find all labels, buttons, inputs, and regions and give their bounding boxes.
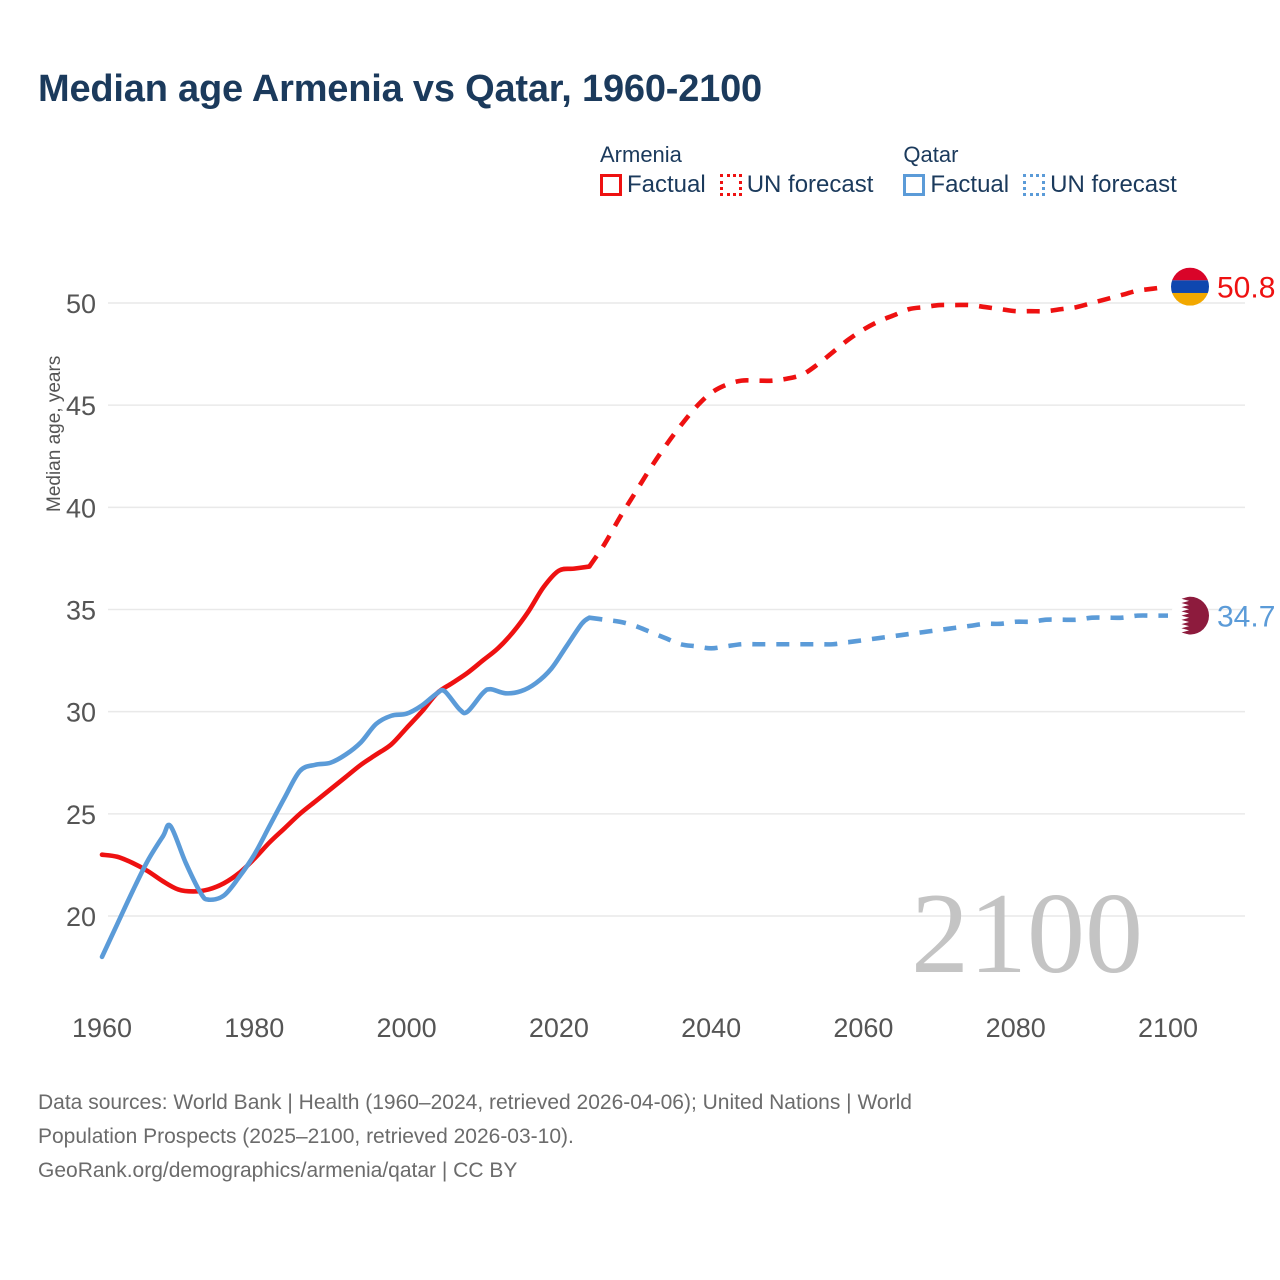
y-tick-label: 45 [66,391,96,421]
y-tick-label: 30 [66,698,96,728]
end-markers: 50.8 34.7 [1171,267,1275,635]
y-tick-label: 35 [66,596,96,626]
x-tick-label: 1960 [72,1013,132,1043]
series-line-factual-qatar [99,615,592,960]
legend-swatch-dotted-icon [1023,174,1046,196]
x-tick-label: 2100 [1138,1013,1198,1043]
end-label-armenia: 50.8 [1217,272,1275,305]
gridlines [108,302,1245,917]
legend-swatch-dotted-icon [719,174,742,196]
x-tick-label: 2080 [986,1013,1046,1043]
legend-label-armenia-factual: Factual [627,171,706,198]
legend-label-armenia-forecast: UN forecast [746,171,874,198]
footer-line-1: Data sources: World Bank | Health (1960–… [38,1091,912,1114]
series-line-forecast-qatar [589,613,1168,651]
x-tick-label: 2040 [681,1013,741,1043]
armenia-flag-marker [1171,267,1209,306]
x-axis-ticks: 1960 1980 2000 2020 2040 2060 2080 2100 [72,1013,1198,1043]
legend-group-qatar: Qatar Factual UN forecast [903,142,1177,197]
footer-line-3: GeoRank.org/demographics/armenia/qatar |… [38,1159,518,1182]
qatar-flag-marker [1171,596,1209,635]
legend-entry-qatar-factual[interactable]: Factual [903,173,1009,197]
x-tick-label: 2060 [833,1013,893,1043]
chart-legend: Armenia Factual UN forecast Qatar Factua… [600,144,1177,197]
legend-label-qatar-forecast: UN forecast [1050,171,1177,198]
legend-group-title-armenia: Armenia [600,142,682,167]
legend-swatch-solid-icon [600,174,622,196]
x-tick-label: 2020 [529,1013,589,1043]
watermark-label: 2100 [911,870,1143,998]
legend-label-qatar-factual: Factual [930,171,1010,198]
y-axis-ticks: 20 25 30 35 40 45 50 [66,289,96,932]
chart-title: Median age Armenia vs Qatar, 1960-2100 [38,68,762,110]
legend-swatch-solid-icon [903,174,926,196]
series-line-factual-armenia [99,564,592,894]
y-tick-label: 20 [66,902,96,932]
footer-credits: Data sources: World Bank | Health (1960–… [38,1086,1188,1188]
data-series [99,284,1169,960]
watermark-year: 2100 [911,870,1143,998]
legend-entry-qatar-forecast[interactable]: UN forecast [1023,173,1177,197]
y-tick-label: 25 [66,800,96,830]
y-tick-label: 50 [66,289,96,319]
x-tick-label: 2000 [377,1013,437,1043]
legend-group-armenia: Armenia Factual UN forecast [600,144,873,197]
y-axis-label: Median age, years [44,355,65,512]
legend-group-title-qatar: Qatar [903,142,959,167]
series-line-forecast-armenia [587,284,1169,568]
y-tick-label: 40 [66,493,96,523]
legend-entry-armenia-factual[interactable]: Factual [600,173,706,197]
end-label-qatar: 34.7 [1217,601,1275,634]
footer-line-2: Population Prospects (2025–2100, retriev… [38,1125,574,1148]
legend-entry-armenia-forecast[interactable]: UN forecast [719,171,874,198]
x-tick-label: 1980 [224,1013,284,1043]
